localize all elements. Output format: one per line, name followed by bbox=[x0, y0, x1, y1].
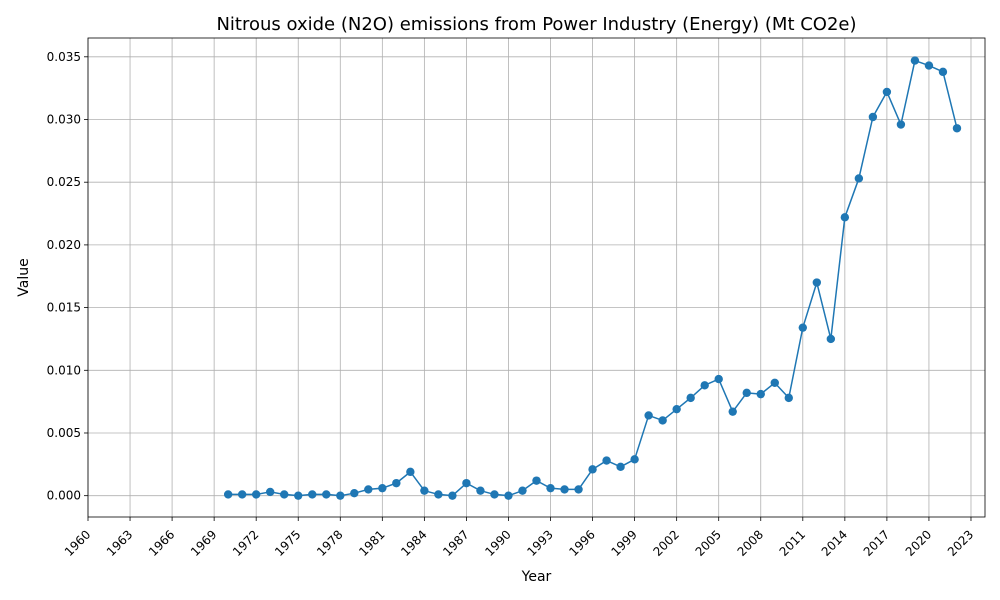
data-point bbox=[504, 491, 513, 500]
y-axis-ticks: 0.000 0.005 0.010 0.015 0.020 0.025 0.030 0.035 bbox=[47, 50, 88, 503]
y-tick-label: 0.000 bbox=[47, 489, 81, 503]
data-point bbox=[826, 334, 836, 344]
data-point bbox=[378, 483, 387, 493]
data-point bbox=[700, 381, 709, 390]
data-point bbox=[448, 491, 457, 500]
y-tick-label: 0.030 bbox=[47, 113, 81, 127]
data-point bbox=[462, 478, 471, 488]
data-point bbox=[364, 485, 373, 494]
x-axis-title: Year bbox=[521, 569, 552, 585]
chart-title: Nitrous oxide (N2O) emissions from Power… bbox=[216, 14, 856, 35]
data-point bbox=[476, 486, 485, 495]
data-point bbox=[896, 120, 906, 129]
data-point bbox=[350, 488, 359, 498]
y-tick-label: 0.010 bbox=[47, 363, 81, 377]
y-axis-title: Value bbox=[16, 258, 32, 296]
data-point bbox=[237, 490, 247, 499]
data-point bbox=[490, 490, 499, 499]
data-point bbox=[630, 455, 639, 464]
data-point bbox=[251, 490, 261, 499]
data-point bbox=[588, 465, 597, 474]
data-point bbox=[518, 486, 527, 495]
data-series bbox=[223, 56, 962, 500]
y-tick-label: 0.005 bbox=[47, 426, 81, 440]
data-point bbox=[223, 490, 233, 499]
data-point bbox=[868, 112, 878, 122]
data-point bbox=[336, 491, 345, 500]
data-point bbox=[812, 278, 822, 287]
data-point bbox=[672, 404, 681, 414]
data-point bbox=[406, 467, 415, 477]
data-point bbox=[728, 407, 737, 416]
data-point bbox=[910, 56, 920, 65]
data-point bbox=[742, 388, 751, 398]
y-tick-label: 0.025 bbox=[47, 175, 81, 189]
data-point bbox=[266, 487, 275, 497]
data-point bbox=[280, 490, 289, 499]
data-point bbox=[924, 61, 934, 70]
data-point bbox=[770, 378, 779, 388]
data-point bbox=[882, 87, 892, 97]
data-point bbox=[308, 490, 317, 499]
data-point bbox=[756, 389, 765, 399]
data-point bbox=[616, 462, 625, 472]
y-tick-label: 0.015 bbox=[47, 301, 81, 315]
y-tick-label: 0.035 bbox=[47, 50, 81, 64]
data-point bbox=[322, 490, 331, 499]
data-point bbox=[854, 174, 864, 183]
data-point bbox=[392, 478, 401, 488]
y-tick-label: 0.020 bbox=[47, 238, 81, 252]
data-point bbox=[434, 490, 443, 499]
data-point bbox=[798, 323, 807, 332]
data-point bbox=[602, 456, 611, 465]
data-point bbox=[658, 416, 667, 425]
data-point bbox=[938, 67, 948, 77]
data-point bbox=[686, 393, 695, 403]
data-point bbox=[560, 485, 569, 494]
data-point bbox=[952, 124, 962, 133]
data-point bbox=[532, 476, 541, 485]
data-point bbox=[784, 393, 793, 403]
data-point bbox=[294, 491, 303, 500]
data-point bbox=[714, 374, 723, 384]
plot-frame bbox=[87, 37, 986, 518]
data-point bbox=[574, 485, 583, 494]
data-point bbox=[840, 213, 850, 222]
data-point bbox=[546, 483, 555, 493]
data-point bbox=[644, 411, 653, 420]
grid bbox=[87, 38, 985, 517]
data-point bbox=[420, 486, 429, 495]
